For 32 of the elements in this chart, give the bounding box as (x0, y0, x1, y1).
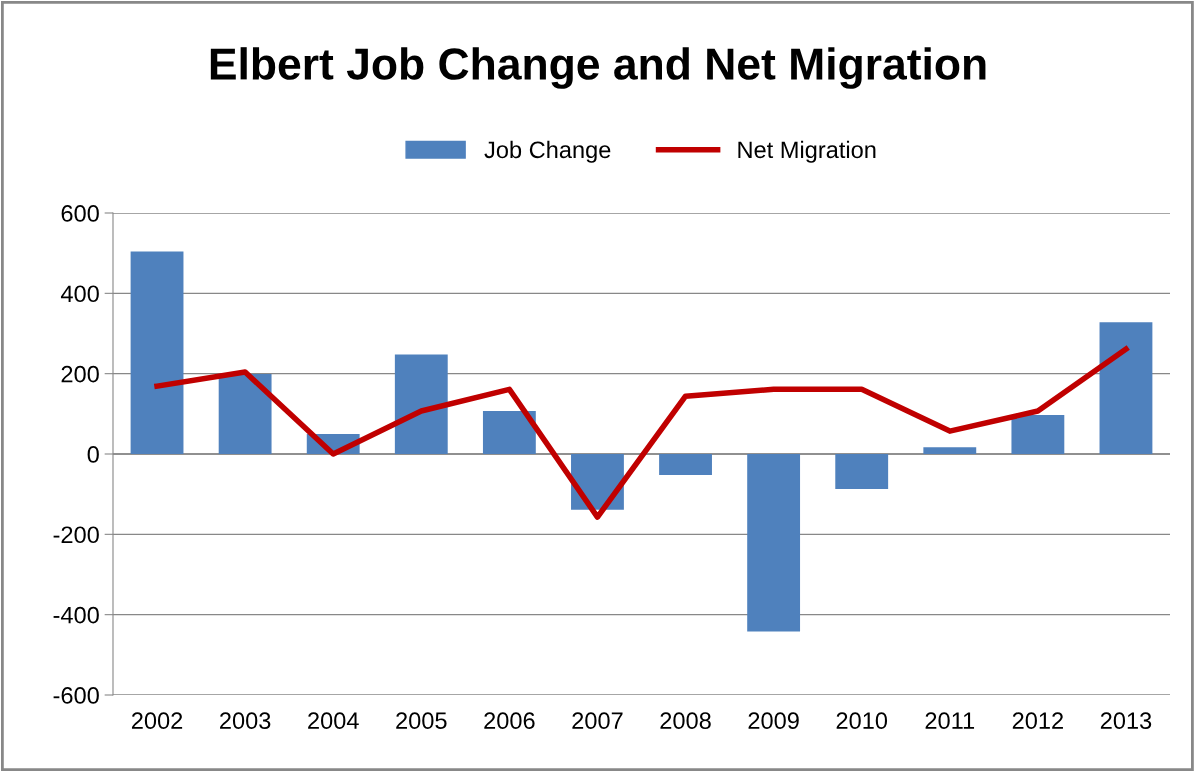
bar (659, 454, 712, 475)
bar (394, 354, 448, 454)
x-tick-label: 2008 (660, 712, 711, 730)
bar (1099, 322, 1153, 454)
y-tick-label: 0 (87, 446, 99, 463)
legend-label: Net Migration (738, 140, 876, 163)
x-tick-label: 2007 (572, 712, 623, 730)
chart-title: Elbert Job Change and Net Migration (210, 47, 986, 89)
bar (482, 411, 536, 454)
x-tick-label: 2002 (131, 712, 183, 730)
x-tick-label: 2010 (836, 712, 888, 730)
legend-label: Job Change (484, 140, 611, 163)
y-tick-label: -600 (53, 687, 99, 704)
x-tick-label: 2009 (748, 712, 799, 730)
bar (1011, 415, 1065, 454)
x-tick-label: 2012 (1012, 712, 1063, 730)
bar (130, 251, 184, 454)
y-tick-label: -400 (53, 606, 99, 624)
x-tick-label: 2004 (308, 712, 359, 730)
x-tick-label: 2005 (396, 712, 447, 730)
x-tick-label: 2006 (484, 712, 535, 730)
bar (923, 447, 977, 454)
x-tick-label: 2003 (220, 712, 271, 730)
y-tick-label: 400 (60, 285, 99, 303)
bar (835, 454, 889, 489)
x-tick-label: 2013 (1100, 712, 1152, 730)
y-tick-label: 600 (61, 205, 99, 222)
y-tick-label: 200 (61, 365, 99, 383)
bar (747, 454, 801, 632)
x-tick-label: 2011 (925, 712, 975, 730)
bar (218, 374, 272, 454)
y-tick-label: -200 (53, 526, 99, 544)
